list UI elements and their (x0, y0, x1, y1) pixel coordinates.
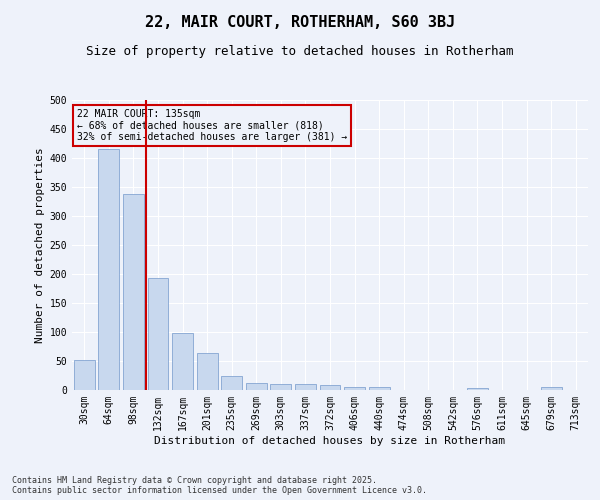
Bar (467, 388, 488, 390)
Bar (271, 384, 292, 390)
Bar (221, 376, 242, 390)
Bar (320, 385, 340, 390)
Bar (197, 353, 218, 390)
Text: Size of property relative to detached houses in Rotherham: Size of property relative to detached ho… (86, 45, 514, 58)
Bar (98, 150, 119, 390)
Bar (172, 332, 193, 390)
Bar (246, 383, 267, 390)
Text: 22, MAIR COURT, ROTHERHAM, S60 3BJ: 22, MAIR COURT, ROTHERHAM, S60 3BJ (145, 15, 455, 30)
Bar (344, 387, 365, 390)
Bar (368, 387, 389, 390)
X-axis label: Distribution of detached houses by size in Rotherham: Distribution of detached houses by size … (155, 436, 505, 446)
Bar (541, 387, 562, 390)
Bar (74, 360, 95, 390)
Y-axis label: Number of detached properties: Number of detached properties (35, 147, 46, 343)
Text: 22 MAIR COURT: 135sqm
← 68% of detached houses are smaller (818)
32% of semi-det: 22 MAIR COURT: 135sqm ← 68% of detached … (77, 108, 347, 142)
Bar (123, 194, 144, 390)
Text: Contains HM Land Registry data © Crown copyright and database right 2025.
Contai: Contains HM Land Registry data © Crown c… (12, 476, 427, 495)
Bar (148, 278, 169, 390)
Bar (295, 384, 316, 390)
